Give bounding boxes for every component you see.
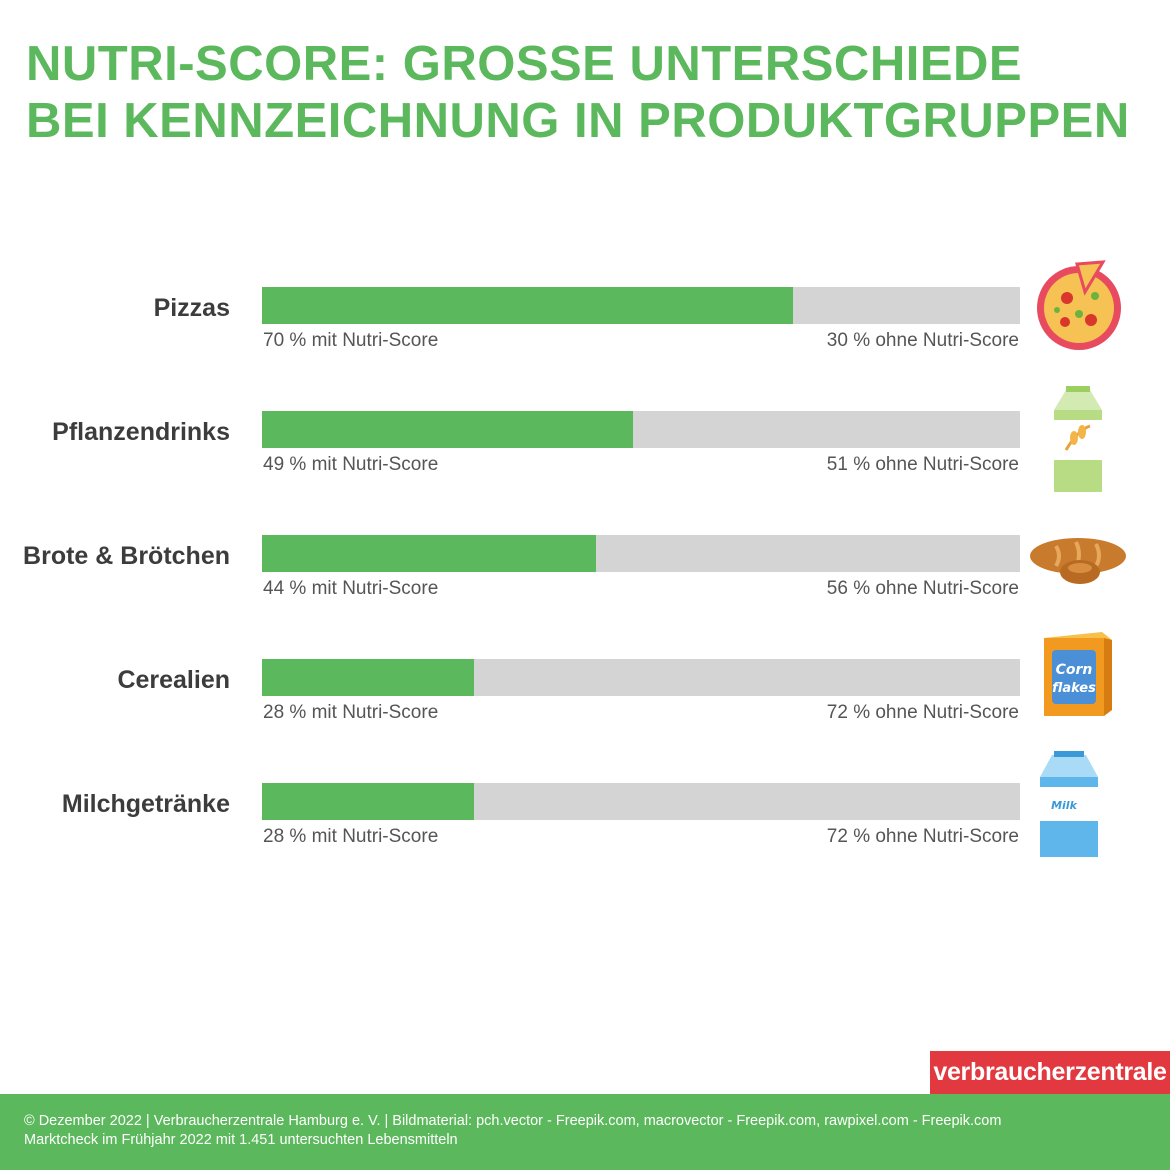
category-label: Milchgetränke: [61, 790, 230, 818]
category-label: Pizzas: [153, 294, 230, 322]
cornflakes-box-icon: Corn flakes: [1040, 628, 1116, 723]
chart-row: Cerealien 28 % mit Nutri-Score 72 % ohne N…: [0, 659, 1170, 769]
data-label-mit: 28 % mit Nutri-Score: [263, 702, 439, 723]
data-label-ohne: 56 % ohne Nutri-Score: [826, 578, 1019, 599]
bar-mit-nutri-score: [262, 659, 474, 696]
svg-text:flakes: flakes: [1052, 681, 1096, 696]
data-label-ohne: 30 % ohne Nutri-Score: [826, 330, 1019, 351]
bar-mit-nutri-score: [262, 287, 793, 324]
footer-note: Marktcheck im Frühjahr 2022 mit 1.451 un…: [24, 1132, 458, 1148]
chart-row: Pflanzendrinks 49 % mit Nutri-Score 51 % o…: [0, 411, 1170, 521]
bar-ohne-nutri-score: [262, 659, 1020, 696]
data-label-ohne: 72 % ohne Nutri-Score: [826, 702, 1019, 723]
category-label: Cerealien: [117, 666, 230, 694]
title-line-1: NUTRI-SCORE: GROSSE UNTERSCHIEDE: [26, 37, 1023, 91]
page-title: NUTRI-SCORE: GROSSE UNTERSCHIEDE BEI KEN…: [26, 36, 1130, 150]
svg-text:Corn: Corn: [1056, 662, 1093, 678]
bar-ohne-nutri-score: [262, 411, 1020, 448]
bread-icon: [1028, 530, 1128, 591]
pizza-icon: [1033, 256, 1125, 357]
bar-ohne-nutri-score: [262, 287, 1020, 324]
chart-row: Milchgetränke 28 % mit Nutri-Score 72 % oh…: [0, 783, 1170, 893]
data-label-ohne: 72 % ohne Nutri-Score: [826, 826, 1019, 847]
data-label-mit: 49 % mit Nutri-Score: [263, 454, 439, 475]
plant-drink-carton-icon: [1050, 386, 1106, 499]
svg-text:Milk: Milk: [1051, 799, 1077, 812]
data-label-mit: 28 % mit Nutri-Score: [263, 826, 439, 847]
data-label-mit: 44 % mit Nutri-Score: [263, 578, 439, 599]
category-label: Pflanzendrinks: [52, 418, 230, 446]
data-label-mit: 70 % mit Nutri-Score: [263, 330, 439, 351]
bar-mit-nutri-score: [262, 535, 596, 572]
chart-row: Pizzas 70 % mit Nutri-Score 30 % ohne Nutr…: [0, 287, 1170, 397]
data-label-ohne: 51 % ohne Nutri-Score: [826, 454, 1019, 475]
chart-row: Brote & Brötchen 44 % mit Nutri-Score 56 %…: [0, 535, 1170, 645]
brand-logo: verbraucherzentrale: [930, 1051, 1170, 1094]
footer: © Dezember 2022 | Verbraucherzentrale Ha…: [0, 1094, 1170, 1170]
title-line-2: BEI KENNZEICHNUNG IN PRODUKTGRUPPEN: [26, 94, 1130, 148]
bar-ohne-nutri-score: [262, 783, 1020, 820]
bar-mit-nutri-score: [262, 783, 474, 820]
footer-credits: © Dezember 2022 | Verbraucherzentrale Ha…: [24, 1113, 1002, 1129]
bar-ohne-nutri-score: [262, 535, 1020, 572]
milk-carton-icon: Milk: [1038, 751, 1100, 864]
category-label: Brote & Brötchen: [23, 542, 230, 570]
bar-mit-nutri-score: [262, 411, 633, 448]
